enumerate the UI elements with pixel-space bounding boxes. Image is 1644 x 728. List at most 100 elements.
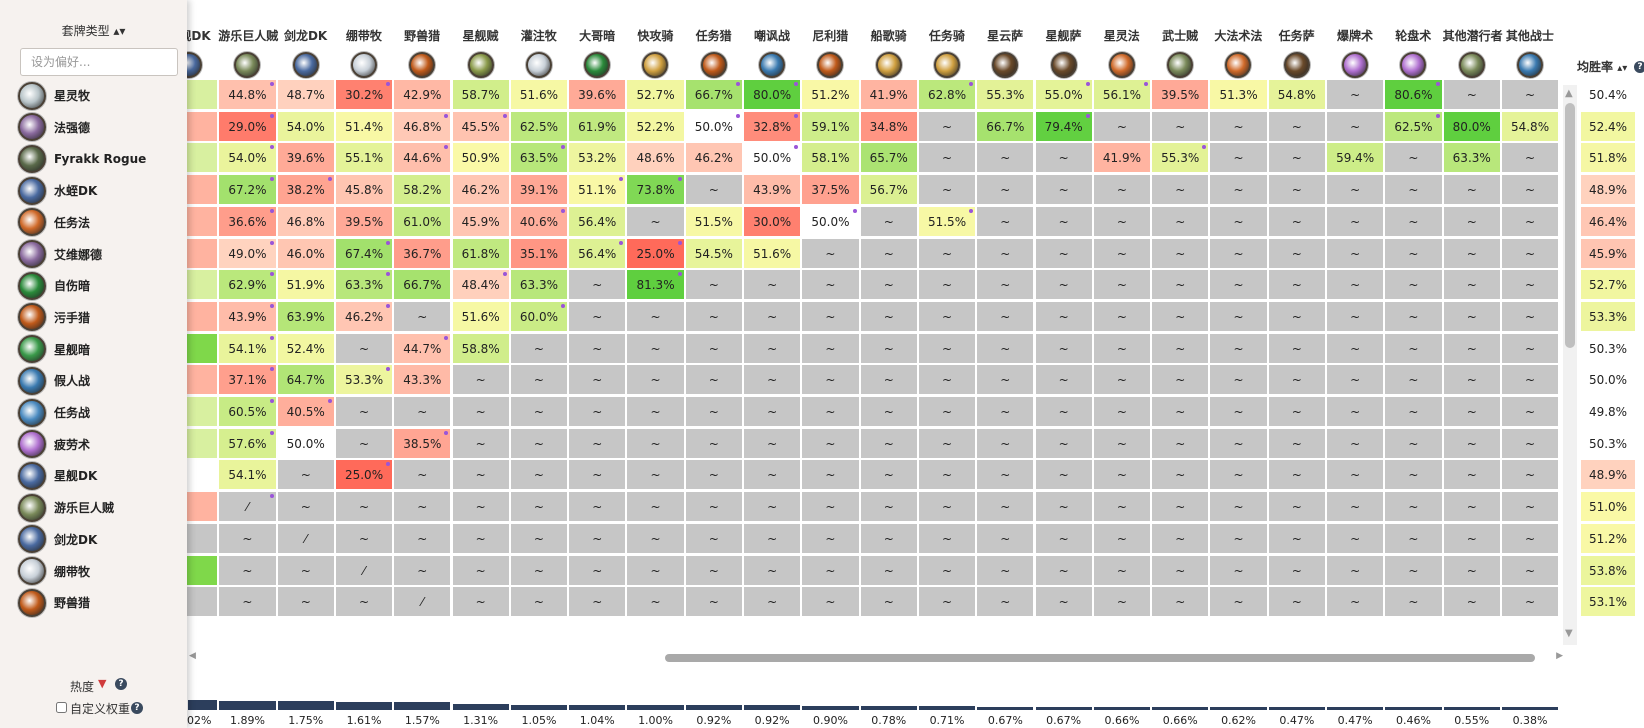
matchup-cell[interactable]: ~ <box>1209 332 1268 364</box>
matchup-cell[interactable]: ~ <box>1500 586 1560 618</box>
matchup-cell[interactable]: ~ <box>334 396 394 427</box>
matchup-cell[interactable]: ~ <box>684 586 743 618</box>
matchup-cell[interactable]: ~ <box>626 427 685 459</box>
matchup-cell[interactable]: 54.8% <box>1267 79 1326 110</box>
matchup-cell[interactable]: ~ <box>743 586 802 618</box>
matchup-cell[interactable]: 62.8% <box>917 79 977 110</box>
matchup-cell[interactable]: ⁄ <box>393 586 452 618</box>
matchup-cell[interactable]: 39.6% <box>568 79 627 110</box>
matchup-cell[interactable]: ~ <box>1267 332 1326 364</box>
matchup-cell[interactable]: ~ <box>859 554 918 586</box>
matchup-cell[interactable]: 34.8% <box>859 110 918 142</box>
matchup-cell[interactable]: ~ <box>1034 554 1093 586</box>
matchup-cell[interactable]: ~ <box>218 554 277 586</box>
matchup-cell[interactable]: ~ <box>917 554 977 586</box>
custom-weight-help-icon[interactable]: ? <box>131 702 143 714</box>
matchup-cell[interactable]: ~ <box>859 459 918 491</box>
matchup-cell[interactable]: ~ <box>917 269 977 301</box>
matchup-cell[interactable]: ~ <box>393 300 452 332</box>
matchup-cell[interactable]: ~ <box>451 522 510 554</box>
matchup-cell[interactable]: ~ <box>393 491 452 523</box>
matchup-cell[interactable]: 59.4% <box>1326 142 1385 174</box>
matchup-cell[interactable]: 48.4% <box>451 269 510 301</box>
matchup-cell[interactable]: 42.9% <box>393 79 452 110</box>
matchup-cell[interactable]: 54.8% <box>1500 110 1560 142</box>
matchup-cell[interactable]: ~ <box>393 522 452 554</box>
matchup-cell[interactable]: 8% <box>187 205 219 237</box>
matchup-cell[interactable]: ~ <box>1092 364 1152 396</box>
matchup-cell[interactable]: ~ <box>1267 300 1326 332</box>
matchup-cell[interactable]: 44.7% <box>393 332 452 364</box>
matchup-cell[interactable]: 45.8% <box>334 174 394 206</box>
matchup-cell[interactable]: ~ <box>1267 364 1326 396</box>
matchup-cell[interactable]: ~ <box>1500 396 1560 427</box>
matchup-cell[interactable]: ~ <box>743 396 802 427</box>
matchup-cell[interactable]: 51.1% <box>568 174 627 206</box>
matchup-cell[interactable]: 45.5% <box>451 110 510 142</box>
sort-down-arrow-icon[interactable]: ▼ <box>98 677 107 690</box>
matchup-cell[interactable]: ~ <box>917 237 977 269</box>
matchup-cell[interactable]: ~ <box>509 364 569 396</box>
matchup-cell[interactable]: ~ <box>976 269 1035 301</box>
matchup-cell[interactable]: ~ <box>218 522 277 554</box>
matchup-cell[interactable]: 64.7% <box>276 364 335 396</box>
matchup-cell[interactable]: ~ <box>1500 364 1560 396</box>
matchup-cell[interactable]: ~ <box>568 459 627 491</box>
matchup-cell[interactable]: ~ <box>1267 554 1326 586</box>
matchup-cell[interactable]: ~ <box>626 364 685 396</box>
matchup-cell[interactable]: 60.5% <box>218 396 277 427</box>
matchup-cell[interactable]: ~ <box>743 491 802 523</box>
matchup-cell[interactable]: ~ <box>1034 459 1093 491</box>
custom-weight-label[interactable]: 自定义权重 <box>70 702 131 716</box>
matchup-cell[interactable]: ~ <box>976 174 1035 206</box>
matchup-cell[interactable]: ~ <box>976 205 1035 237</box>
matchup-cell[interactable]: 66.7% <box>684 79 743 110</box>
matchup-cell[interactable]: 56.4% <box>568 205 627 237</box>
matchup-cell[interactable]: ~ <box>568 522 627 554</box>
horizontal-scrollbar[interactable]: ◀ ▶ <box>187 651 1565 664</box>
matchup-cell[interactable]: 66.7% <box>976 110 1035 142</box>
matchup-cell[interactable]: ~ <box>1092 491 1152 523</box>
row-deck-8[interactable]: 星舰暗 <box>18 333 187 366</box>
matchup-cell[interactable]: ~ <box>976 142 1035 174</box>
matchup-cell[interactable]: ~ <box>626 586 685 618</box>
matchup-cell[interactable]: 61.9% <box>568 110 627 142</box>
matchup-cell[interactable]: 58.8% <box>451 332 510 364</box>
matchup-cell[interactable]: 52.7% <box>626 79 685 110</box>
matchup-cell[interactable]: 54.5% <box>684 237 743 269</box>
matchup-cell[interactable]: 61.8% <box>451 237 510 269</box>
matchup-cell[interactable]: ~ <box>1500 522 1560 554</box>
matchup-cell[interactable]: ~ <box>1267 174 1326 206</box>
matchup-cell[interactable]: 48.7% <box>276 79 335 110</box>
row-deck-15[interactable]: 绷带牧 <box>18 555 187 588</box>
matchup-cell[interactable]: ~ <box>976 459 1035 491</box>
matchup-cell[interactable]: ~ <box>743 269 802 301</box>
matchup-cell[interactable]: ~ <box>1267 427 1326 459</box>
row-deck-0[interactable]: 星灵牧 <box>18 79 187 112</box>
matchup-cell[interactable]: 51.5% <box>917 205 977 237</box>
matchup-cell[interactable]: ~ <box>1209 364 1268 396</box>
row-deck-10[interactable]: 任务战 <box>18 396 187 429</box>
matchup-cell[interactable]: ~ <box>1267 396 1326 427</box>
matchup-cell[interactable]: ~ <box>1326 491 1385 523</box>
matchup-cell[interactable]: 45.9% <box>451 205 510 237</box>
matchup-cell[interactable]: ~ <box>1209 427 1268 459</box>
matchup-cell[interactable]: ~ <box>626 522 685 554</box>
matchup-cell[interactable]: ~ <box>1151 300 1210 332</box>
matchup-cell[interactable]: ~ <box>1326 174 1385 206</box>
matchup-cell[interactable]: ~ <box>1326 79 1385 110</box>
matchup-cell[interactable]: ~ <box>451 427 510 459</box>
matchup-cell[interactable]: ~ <box>1209 110 1268 142</box>
row-deck-9[interactable]: 假人战 <box>18 364 187 397</box>
matchup-cell[interactable]: 9% <box>187 110 219 142</box>
matchup-cell[interactable]: 55.3% <box>976 79 1035 110</box>
matchup-cell[interactable]: ~ <box>1092 110 1152 142</box>
matchup-cell[interactable]: ~ <box>1500 269 1560 301</box>
matchup-cell[interactable]: ~ <box>1442 237 1501 269</box>
matchup-cell[interactable]: ~ <box>1384 300 1443 332</box>
matchup-cell[interactable]: ~ <box>1442 522 1501 554</box>
matchup-cell[interactable]: ~ <box>1151 396 1210 427</box>
matchup-cell[interactable]: ~ <box>684 396 743 427</box>
matchup-cell[interactable]: ~ <box>1034 586 1093 618</box>
matchup-cell[interactable]: ~ <box>801 300 860 332</box>
